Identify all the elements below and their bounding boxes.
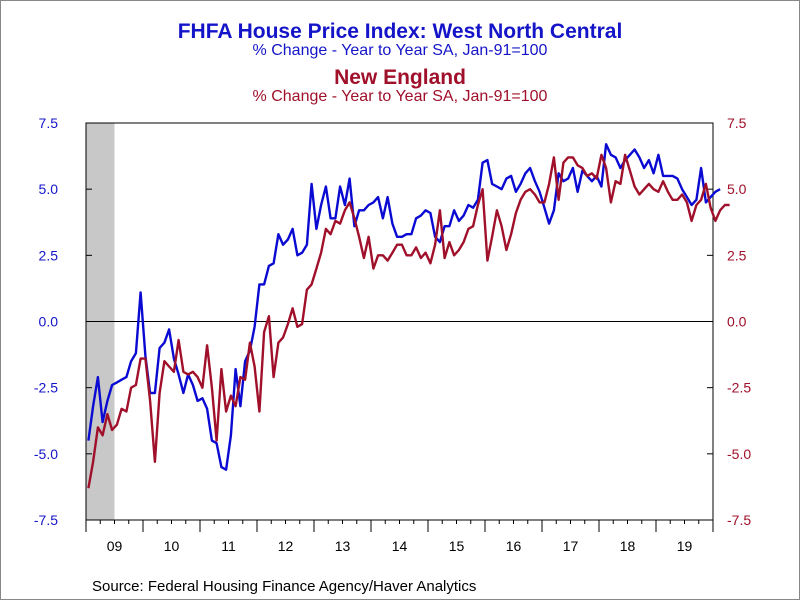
y-left-tick-label: -2.5 [34,380,58,396]
y-right-tick-label: -2.5 [727,380,751,396]
x-tick-label: 12 [278,538,294,554]
y-right-tick-label: 2.5 [727,247,747,263]
y-left-tick-label: -5.0 [34,446,58,462]
series-line-new-england [87,153,730,489]
x-tick-label: 11 [221,538,236,554]
y-right-tick-label: 0.0 [727,314,747,330]
y-right-tick-label: -7.5 [727,512,751,528]
y-left-tick-label: 5.0 [39,181,59,197]
x-tick-label: 18 [620,538,636,554]
x-tick-label: 14 [392,538,408,554]
chart-subtitle: % Change - Year to Year SA, Jan-91=100 [252,42,548,59]
y-right-tick-label: -5.0 [727,446,751,462]
y-right-tick-label: 7.5 [727,115,747,131]
source-note: Source: Federal Housing Finance Agency/H… [92,578,477,595]
x-tick-label: 15 [449,538,465,554]
x-tick-label: 17 [563,538,579,554]
x-tick-label: 09 [107,538,123,554]
x-tick-label: 13 [335,538,351,554]
y-right-tick-label: 5.0 [727,181,747,197]
chart-title: FHFA House Price Index: West North Centr… [177,20,623,43]
y-left-tick-label: -7.5 [34,512,58,528]
x-tick-label: 19 [677,538,693,554]
y-left-tick-label: 2.5 [39,247,59,263]
x-tick-label: 10 [164,538,180,554]
x-tick-label: 16 [506,538,522,554]
y-left-tick-label: 0.0 [39,314,59,330]
chart-subtitle-second: % Change - Year to Year SA, Jan-91=100 [252,88,548,105]
series-line-west-north-central [87,142,721,471]
y-left-tick-label: 7.5 [39,115,59,131]
chart-title-second: New England [334,66,466,89]
